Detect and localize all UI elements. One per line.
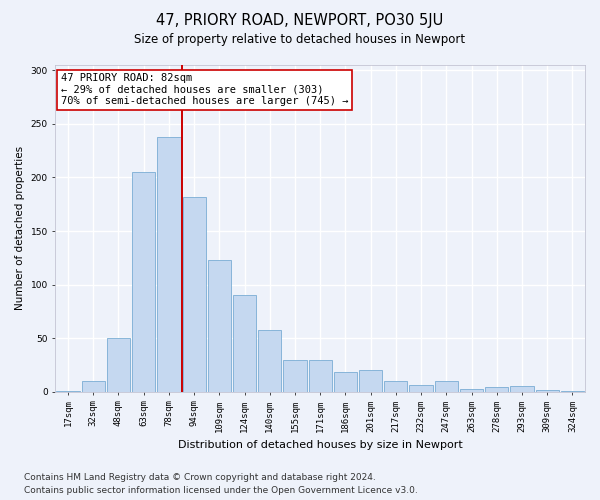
Text: Contains public sector information licensed under the Open Government Licence v3: Contains public sector information licen… xyxy=(24,486,418,495)
Bar xyxy=(334,372,357,392)
Text: Contains HM Land Registry data © Crown copyright and database right 2024.: Contains HM Land Registry data © Crown c… xyxy=(24,474,376,482)
Bar xyxy=(82,381,105,392)
Bar xyxy=(157,137,181,392)
Bar xyxy=(409,386,433,392)
Bar xyxy=(511,386,533,392)
Text: Size of property relative to detached houses in Newport: Size of property relative to detached ho… xyxy=(134,32,466,46)
Bar xyxy=(258,330,281,392)
Bar xyxy=(561,390,584,392)
Bar xyxy=(308,360,332,392)
Bar xyxy=(107,338,130,392)
Bar xyxy=(485,388,508,392)
Bar xyxy=(233,296,256,392)
Text: 47 PRIORY ROAD: 82sqm
← 29% of detached houses are smaller (303)
70% of semi-det: 47 PRIORY ROAD: 82sqm ← 29% of detached … xyxy=(61,73,348,106)
Bar xyxy=(182,197,206,392)
Bar xyxy=(536,390,559,392)
Bar xyxy=(435,381,458,392)
Bar xyxy=(56,390,80,392)
X-axis label: Distribution of detached houses by size in Newport: Distribution of detached houses by size … xyxy=(178,440,463,450)
Bar xyxy=(132,172,155,392)
Text: 47, PRIORY ROAD, NEWPORT, PO30 5JU: 47, PRIORY ROAD, NEWPORT, PO30 5JU xyxy=(157,12,443,28)
Bar xyxy=(283,360,307,392)
Bar xyxy=(359,370,382,392)
Bar xyxy=(460,388,483,392)
Y-axis label: Number of detached properties: Number of detached properties xyxy=(15,146,25,310)
Bar xyxy=(208,260,231,392)
Bar xyxy=(384,381,407,392)
